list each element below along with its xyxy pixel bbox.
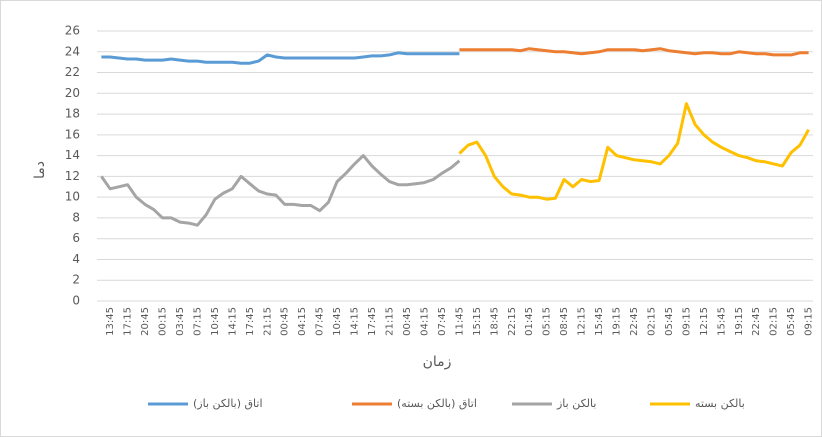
x-tick-label: 12:15 [699, 307, 710, 336]
series-line [100, 154, 461, 227]
x-tick-label: 02:15 [769, 307, 780, 336]
x-tick-label: 07:15 [192, 307, 203, 336]
y-tick-label: 20 [65, 86, 80, 100]
legend-label: اتاق (بالکن بسته) [397, 397, 477, 410]
x-tick-label: 15:15 [472, 307, 483, 336]
x-tick-label: 10:45 [210, 307, 221, 336]
x-tick-label: 22:45 [629, 307, 640, 336]
series-line [458, 102, 810, 201]
y-tick-label: 6 [72, 231, 80, 245]
x-tick-label: 14:15 [350, 307, 361, 336]
x-tick-label: 19:15 [612, 307, 623, 336]
x-axis-title: زمان [423, 354, 452, 370]
y-tick-label: 10 [65, 190, 80, 204]
x-tick-label: 10:45 [332, 307, 343, 336]
x-tick-label: 18:45 [489, 307, 500, 336]
x-tick-label: 00:45 [280, 307, 291, 336]
x-tick-label: 13:45 [105, 307, 116, 336]
x-tick-label: 11:45 [454, 307, 465, 336]
x-tick-label: 21:15 [262, 307, 273, 336]
x-tick-label: 14:15 [227, 307, 238, 336]
y-tick-label: 24 [65, 44, 80, 58]
x-tick-label: 17:45 [245, 307, 256, 336]
x-tick-label: 01:45 [524, 307, 535, 336]
y-tick-label: 26 [65, 24, 80, 38]
y-tick-label: 16 [65, 127, 80, 141]
x-tick-label: 15:45 [716, 307, 727, 336]
x-tick-label: 08:45 [559, 307, 570, 336]
y-tick-label: 12 [65, 169, 80, 183]
x-tick-label: 22:15 [507, 307, 518, 336]
y-axis-title: دما [32, 161, 48, 179]
x-tick-label: 00:15 [157, 307, 168, 336]
x-tick-label: 00:45 [402, 307, 413, 336]
y-tick-label: 18 [65, 107, 80, 121]
y-tick-label: 4 [72, 252, 80, 266]
x-tick-label: 05:15 [542, 307, 553, 336]
x-tick-label: 07:45 [437, 307, 448, 336]
x-tick-label: 17:15 [123, 307, 134, 336]
x-tick-label: 17:45 [367, 307, 378, 336]
x-tick-label: 15:45 [594, 307, 605, 336]
legend-label: بالکن باز [556, 397, 596, 410]
x-tick-label: 07:45 [315, 307, 326, 336]
y-tick-label: 8 [72, 210, 80, 224]
x-tick-label: 20:45 [140, 307, 151, 336]
x-tick-label: 09:15 [804, 307, 815, 336]
x-tick-label: 21:15 [385, 307, 396, 336]
series-line [459, 47, 809, 57]
x-tick-label: 19:15 [734, 307, 745, 336]
y-tick-label: 0 [72, 294, 80, 308]
y-tick-label: 22 [65, 65, 80, 79]
x-tick-label: 02:15 [646, 307, 657, 336]
x-tick-label: 22:45 [751, 307, 762, 336]
x-tick-label: 03:45 [175, 307, 186, 336]
x-tick-label: 05:45 [664, 307, 675, 336]
x-tick-label: 04:15 [297, 307, 308, 336]
x-tick-label: 04:15 [419, 307, 430, 336]
series-line [101, 51, 460, 65]
x-tick-label: 09:15 [681, 307, 692, 336]
legend-label: اتاق (بالکن باز) [193, 397, 263, 410]
x-tick-label: 12:15 [577, 307, 588, 336]
y-tick-label: 14 [65, 148, 80, 162]
x-tick-label: 05:45 [786, 307, 797, 336]
y-tick-label: 2 [72, 273, 80, 287]
legend-label: بالکن بسته [695, 397, 745, 410]
